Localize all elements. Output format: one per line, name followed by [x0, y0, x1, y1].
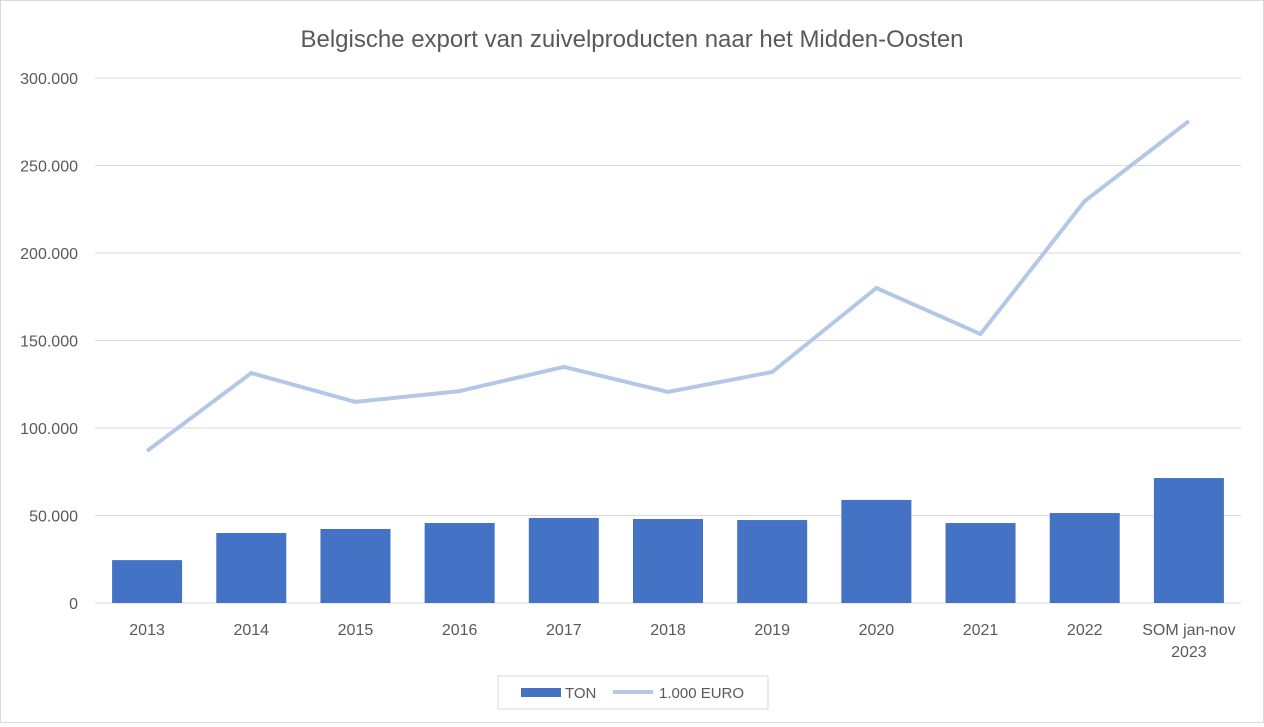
x-tick-label: 2021 — [963, 622, 999, 639]
y-tick-label: 150.000 — [20, 334, 78, 351]
x-tick-label: 2015 — [338, 622, 374, 639]
y-tick-label: 0 — [69, 596, 78, 613]
legend-swatch-ton — [521, 688, 561, 697]
y-tick-label: 300.000 — [20, 71, 78, 88]
bar-2018 — [633, 519, 703, 603]
legend-label-ton: TON — [565, 685, 596, 702]
legend: TON 1.000 EURO — [498, 676, 768, 709]
bar-2016 — [425, 523, 495, 603]
bar-2020 — [841, 500, 911, 603]
y-tick-label: 250.000 — [20, 159, 78, 176]
bar-2021 — [946, 523, 1016, 603]
bar-2022 — [1050, 513, 1120, 603]
y-tick-label: 50.000 — [29, 509, 78, 526]
line-series-euro — [147, 121, 1189, 451]
x-tick-label: 2018 — [650, 622, 686, 639]
bar-2019 — [737, 520, 807, 603]
bar-2015 — [320, 529, 390, 603]
x-tick-label: 2019 — [754, 622, 790, 639]
x-tick-label: 2014 — [233, 622, 269, 639]
bar-2017 — [529, 518, 599, 603]
bar-2013 — [112, 560, 182, 603]
legend-label-euro: 1.000 EURO — [659, 685, 744, 702]
x-tick-label: 2013 — [129, 622, 165, 639]
x-tick-label: 2020 — [859, 622, 895, 639]
x-tick-label: 2022 — [1067, 622, 1103, 639]
chart-title: Belgische export van zuivelproducten naa… — [300, 26, 963, 53]
x-tick-label: 2017 — [546, 622, 582, 639]
x-tick-label: 2016 — [442, 622, 478, 639]
bar-2014 — [216, 533, 286, 603]
y-tick-label: 100.000 — [20, 421, 78, 438]
bar-SOM-jan-nov-2023 — [1154, 478, 1224, 603]
y-tick-label: 200.000 — [20, 246, 78, 263]
